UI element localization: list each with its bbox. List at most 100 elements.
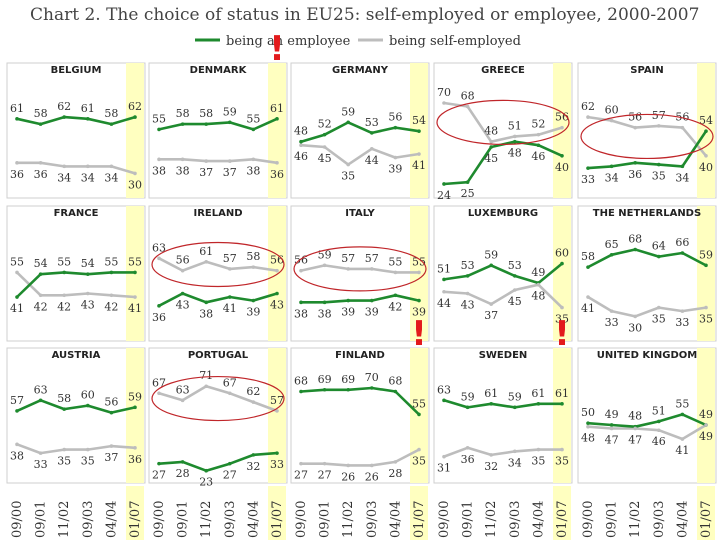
self-employed-point bbox=[609, 309, 614, 313]
employee-point bbox=[442, 398, 446, 403]
self-employed-value-label: 60 bbox=[605, 104, 619, 117]
highlight-column bbox=[553, 206, 571, 341]
employee-value-label: 61 bbox=[531, 387, 545, 400]
employee-value-label: 61 bbox=[81, 102, 95, 115]
self-employed-value-label: 42 bbox=[34, 300, 48, 313]
x-tick-label: 09/01 bbox=[176, 501, 191, 538]
employee-value-label: 60 bbox=[81, 389, 95, 402]
employee-point bbox=[489, 145, 493, 149]
employee-value-label: 48 bbox=[628, 410, 642, 423]
employee-point bbox=[680, 412, 685, 417]
employee-value-label: 69 bbox=[318, 373, 332, 386]
highlight-column bbox=[126, 63, 144, 198]
self-employed-value-label: 71 bbox=[199, 369, 213, 382]
panel-greece: GREECE 24 70 25 68 45 48 48 51 46 52 40 56 bbox=[433, 62, 573, 202]
self-employed-line bbox=[587, 295, 707, 318]
x-tick-label: 09/01 bbox=[605, 501, 620, 538]
x-tick-label: 09/00 bbox=[10, 501, 25, 538]
employee-point bbox=[251, 453, 256, 457]
employee-line bbox=[16, 115, 136, 126]
self-employed-point bbox=[586, 115, 590, 119]
chart-title: Chart 2. The choice of status in EU25: s… bbox=[30, 5, 699, 25]
employee-point bbox=[204, 300, 208, 305]
employee-point bbox=[109, 410, 114, 415]
employee-value-label: 69 bbox=[341, 373, 355, 386]
panel-frame bbox=[6, 347, 146, 484]
highlight-column bbox=[268, 206, 286, 341]
x-axis-labels: 09/00 09/01 11/02 09/03 04/04 01/07 09/00 09/01… bbox=[10, 486, 715, 540]
x-tick-label: 09/03 bbox=[508, 501, 523, 538]
employee-point bbox=[251, 127, 256, 132]
x-tick-label: 09/03 bbox=[365, 501, 380, 538]
self-employed-point bbox=[370, 267, 374, 271]
self-employed-value-label: 33 bbox=[605, 316, 619, 329]
self-employed-value-label: 33 bbox=[34, 458, 48, 471]
employee-point bbox=[62, 407, 66, 411]
highlight-ellipse bbox=[151, 375, 285, 422]
self-employed-point bbox=[609, 118, 614, 123]
panel-finland: FINLAND 68 27 69 27 69 26 70 26 68 28 55 35! bbox=[290, 314, 430, 484]
self-employed-value-label: 43 bbox=[81, 299, 95, 312]
x-tick-label: 01/07 bbox=[270, 501, 285, 538]
self-employed-line bbox=[158, 257, 278, 272]
self-employed-value-label: 27 bbox=[318, 469, 332, 482]
self-employed-value-label: 58 bbox=[246, 250, 260, 263]
employee-line bbox=[443, 399, 562, 409]
employee-point bbox=[370, 386, 374, 390]
self-employed-line bbox=[158, 384, 278, 413]
panel-frame bbox=[148, 205, 288, 342]
employee-value-label: 59 bbox=[484, 248, 498, 261]
self-employed-value-label: 40 bbox=[699, 161, 713, 174]
employee-value-label: 59 bbox=[341, 105, 355, 118]
highlight-column bbox=[268, 63, 286, 198]
self-employed-value-label: 55 bbox=[412, 255, 426, 268]
employee-value-label: 63 bbox=[437, 383, 451, 396]
employee-point bbox=[299, 300, 303, 305]
employee-point bbox=[536, 143, 541, 148]
self-employed-value-label: 30 bbox=[628, 321, 642, 334]
employee-value-label: 56 bbox=[388, 111, 402, 124]
self-employed-value-label: 32 bbox=[484, 460, 498, 473]
panel-title: SWEDEN bbox=[479, 350, 528, 361]
employee-value-label: 55 bbox=[128, 255, 142, 268]
employee-value-label: 50 bbox=[581, 406, 595, 419]
x-tick-label: 09/00 bbox=[294, 501, 309, 538]
employee-value-label: 52 bbox=[318, 118, 332, 131]
alert-mark: ! bbox=[554, 314, 570, 354]
self-employed-point bbox=[560, 447, 564, 452]
self-employed-value-label: 68 bbox=[461, 90, 475, 103]
self-employed-value-label: 47 bbox=[628, 433, 642, 446]
self-employed-point bbox=[442, 289, 446, 294]
employee-value-label: 55 bbox=[675, 397, 689, 410]
employee-value-label: 64 bbox=[652, 240, 666, 253]
self-employed-value-label: 41 bbox=[675, 444, 689, 457]
employee-value-label: 32 bbox=[246, 460, 260, 473]
self-employed-value-label: 41 bbox=[412, 159, 426, 172]
employee-value-label: 43 bbox=[270, 299, 284, 312]
employee-value-label: 55 bbox=[104, 255, 118, 268]
self-employed-point bbox=[133, 295, 137, 299]
self-employed-point bbox=[157, 157, 161, 162]
self-employed-point bbox=[417, 270, 421, 275]
panel-france: FRANCE 41 55 54 42 55 42 54 43 55 42 55 41 bbox=[6, 205, 146, 342]
self-employed-value-label: 43 bbox=[461, 299, 475, 312]
panel-spain: SPAIN 33 62 34 60 36 56 35 57 34 56 54 40 bbox=[577, 62, 717, 199]
self-employed-value-label: 48 bbox=[531, 290, 545, 303]
self-employed-value-label: 35 bbox=[699, 313, 713, 326]
employee-value-label: 53 bbox=[461, 259, 475, 272]
self-employed-value-label: 48 bbox=[484, 125, 498, 138]
employee-value-label: 59 bbox=[508, 390, 522, 403]
self-employed-point bbox=[86, 164, 90, 169]
self-employed-value-label: 67 bbox=[223, 376, 237, 389]
self-employed-value-label: 26 bbox=[341, 470, 355, 483]
x-tick-label: 04/04 bbox=[388, 501, 403, 538]
employee-point bbox=[370, 131, 374, 135]
self-employed-value-label: 41 bbox=[128, 302, 142, 315]
employee-point bbox=[513, 274, 517, 278]
highlight-column bbox=[268, 348, 286, 483]
self-employed-value-label: 49 bbox=[699, 430, 713, 443]
self-employed-point bbox=[346, 463, 350, 468]
x-tick-label: 01/07 bbox=[412, 501, 427, 538]
employee-value-label: 61 bbox=[10, 102, 24, 115]
